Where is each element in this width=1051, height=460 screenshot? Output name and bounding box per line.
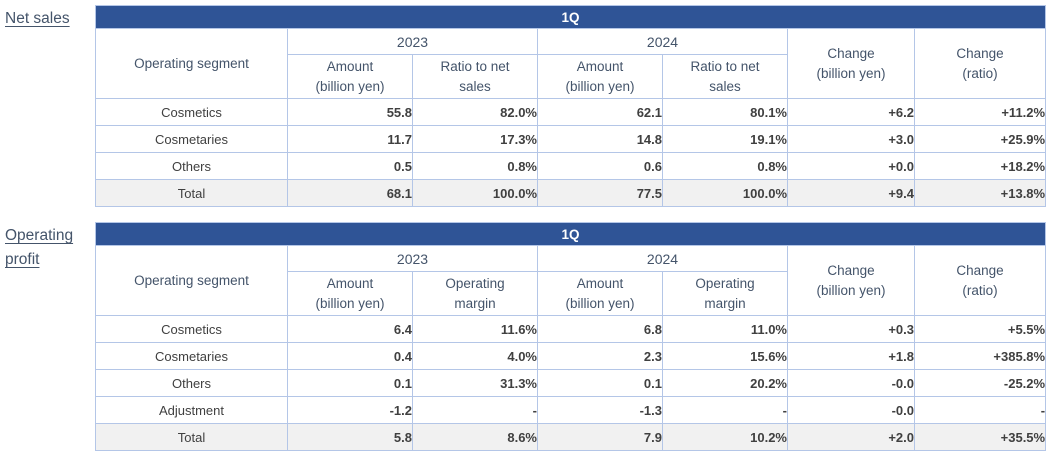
value-cell: +0.0 [787,152,915,180]
value-cell: 0.8% [662,152,788,180]
segment-cell: Cosmetaries [95,342,288,370]
value-cell: 10.2% [662,423,788,451]
value-cell: 19.1% [662,125,788,153]
operating-segment-header: Operating segment [95,28,288,99]
amount-2023-header: Amount (billion yen) [287,54,413,99]
value-cell: 82.0% [412,98,538,126]
value-cell: 7.9 [537,423,663,451]
margin-2024-header: Operating margin [662,271,788,316]
value-cell: +11.2% [913,98,1047,126]
amount-2024-header: Amount (billion yen) [537,271,663,316]
period-header-1q: 1Q [94,222,1047,246]
value-cell: +385.8% [913,342,1047,370]
value-cell: +5.5% [913,315,1047,343]
value-cell: 0.6 [537,152,663,180]
value-cell: 0.1 [537,369,663,397]
table-row-total: Total 5.8 8.6% 7.9 10.2% +2.0 +35.5% [95,423,1047,451]
segment-cell: Cosmetics [95,315,288,343]
value-cell: 14.8 [537,125,663,153]
value-cell: +9.4 [787,179,915,207]
change-amount-header: Change (billion yen) [787,245,915,316]
value-cell: 62.1 [537,98,663,126]
value-cell: 77.5 [537,179,663,207]
value-cell: 100.0% [412,179,538,207]
year-2023-header: 2023 [287,245,538,272]
amount-2023-header: Amount (billion yen) [287,271,413,316]
value-cell: -0.0 [787,369,915,397]
segment-cell: Adjustment [95,396,288,424]
segment-cell: Cosmetics [95,98,288,126]
year-2023-header: 2023 [287,28,538,55]
value-cell: +2.0 [787,423,915,451]
value-cell: +6.2 [787,98,915,126]
value-cell: 0.1 [287,369,413,397]
value-cell: 31.3% [412,369,538,397]
year-2024-header: 2024 [537,28,788,55]
value-cell: 0.4 [287,342,413,370]
segment-cell: Total [95,179,288,207]
value-cell: 2.3 [537,342,663,370]
net-sales-label: Net sales [5,10,70,27]
value-cell: +35.5% [913,423,1047,451]
value-cell: 6.4 [287,315,413,343]
segment-cell: Others [95,369,288,397]
value-cell: +18.2% [913,152,1047,180]
value-cell: 4.0% [412,342,538,370]
value-cell: 8.6% [412,423,538,451]
amount-2024-header: Amount (billion yen) [537,54,663,99]
value-cell: 11.0% [662,315,788,343]
value-cell: -1.3 [537,396,663,424]
change-amount-header: Change (billion yen) [787,28,915,99]
margin-2023-header: Operating margin [412,271,538,316]
table-row-others: Others 0.5 0.8% 0.6 0.8% +0.0 +18.2% [95,152,1047,180]
value-cell: 6.8 [537,315,663,343]
value-cell: 0.5 [287,152,413,180]
value-cell: 55.8 [287,98,413,126]
value-cell: -25.2% [913,369,1047,397]
operating-profit-label: Operating profit [5,227,74,269]
segment-cell: Total [95,423,288,451]
value-cell: 15.6% [662,342,788,370]
segment-cell: Cosmetaries [95,125,288,153]
value-cell: 20.2% [662,369,788,397]
operating-profit-table: 1Q Operating segment 2023 2024 Change (b… [94,222,1047,451]
value-cell: - [913,396,1047,424]
change-ratio-header: Change (ratio) [913,28,1047,99]
operating-segment-header: Operating segment [95,245,288,316]
value-cell: 17.3% [412,125,538,153]
segment-cell: Others [95,152,288,180]
value-cell: +1.8 [787,342,915,370]
year-2024-header: 2024 [537,245,788,272]
value-cell: +13.8% [913,179,1047,207]
value-cell: 5.8 [287,423,413,451]
value-cell: 0.8% [412,152,538,180]
table-row-cosmetaries: Cosmetaries 11.7 17.3% 14.8 19.1% +3.0 +… [95,125,1047,153]
table-row-adjustment: Adjustment -1.2 - -1.3 - -0.0 - [95,396,1047,424]
value-cell: +0.3 [787,315,915,343]
value-cell: 100.0% [662,179,788,207]
value-cell: +25.9% [913,125,1047,153]
net-sales-table: 1Q Operating segment 2023 2024 Change (b… [94,5,1047,207]
table-row-cosmetics: Cosmetics 55.8 82.0% 62.1 80.1% +6.2 +11… [95,98,1047,126]
value-cell: 80.1% [662,98,788,126]
ratio-2023-header: Ratio to net sales [412,54,538,99]
value-cell: - [662,396,788,424]
table-row-total: Total 68.1 100.0% 77.5 100.0% +9.4 +13.8… [95,179,1047,207]
value-cell: 68.1 [287,179,413,207]
value-cell: 11.6% [412,315,538,343]
ratio-2024-header: Ratio to net sales [662,54,788,99]
value-cell: -1.2 [287,396,413,424]
value-cell: - [412,396,538,424]
change-ratio-header: Change (ratio) [913,245,1047,316]
value-cell: 11.7 [287,125,413,153]
value-cell: -0.0 [787,396,915,424]
period-header-1q: 1Q [94,5,1047,29]
table-row-cosmetaries: Cosmetaries 0.4 4.0% 2.3 15.6% +1.8 +385… [95,342,1047,370]
value-cell: +3.0 [787,125,915,153]
table-row-cosmetics: Cosmetics 6.4 11.6% 6.8 11.0% +0.3 +5.5% [95,315,1047,343]
table-row-others: Others 0.1 31.3% 0.1 20.2% -0.0 -25.2% [95,369,1047,397]
